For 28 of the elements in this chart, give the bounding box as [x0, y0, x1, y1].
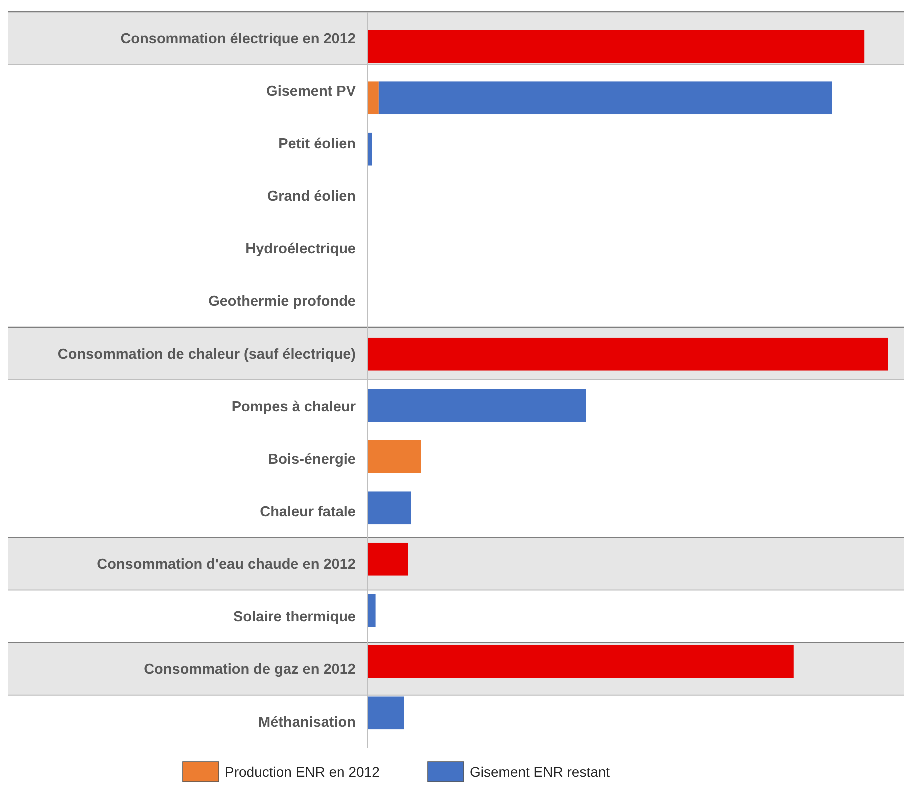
bar	[368, 389, 586, 422]
y-tick-label: Consommation d'eau chaude en 2012	[97, 557, 356, 574]
bar	[368, 594, 376, 628]
y-tick-label: Consommation de chaleur (sauf électrique)	[58, 346, 356, 363]
bar	[368, 645, 794, 678]
y-tick-label: Hydroélectrique	[246, 242, 356, 258]
bar	[368, 696, 404, 730]
y-tick-label: Méthanisation	[258, 714, 356, 731]
y-tick-label: Grand éolien	[267, 189, 356, 206]
y-tick-label: Gisement PV	[266, 84, 356, 100]
bar	[368, 440, 422, 474]
y-tick-label: Bois-énergie	[268, 452, 356, 468]
bar	[368, 338, 888, 371]
y-tick-label: Geothermie profonde	[208, 294, 356, 310]
legend-label: Gisement ENR restant	[470, 764, 610, 780]
bar	[368, 132, 372, 166]
y-tick-label: Chaleur fatale	[260, 504, 356, 521]
legend-label: Production ENR en 2012	[225, 764, 380, 780]
bar	[368, 30, 865, 64]
y-tick-label: Pompes à chaleur	[232, 399, 356, 416]
y-tick-label: Solaire thermique	[234, 610, 356, 626]
bar	[368, 542, 408, 576]
y-tick-label: Consommation de gaz en 2012	[144, 662, 356, 678]
bar	[378, 82, 832, 115]
bar	[368, 492, 412, 525]
y-tick-label: Consommation électrique en 2012	[120, 31, 356, 48]
bar	[368, 82, 379, 115]
y-tick-label: Petit éolien	[278, 136, 356, 153]
